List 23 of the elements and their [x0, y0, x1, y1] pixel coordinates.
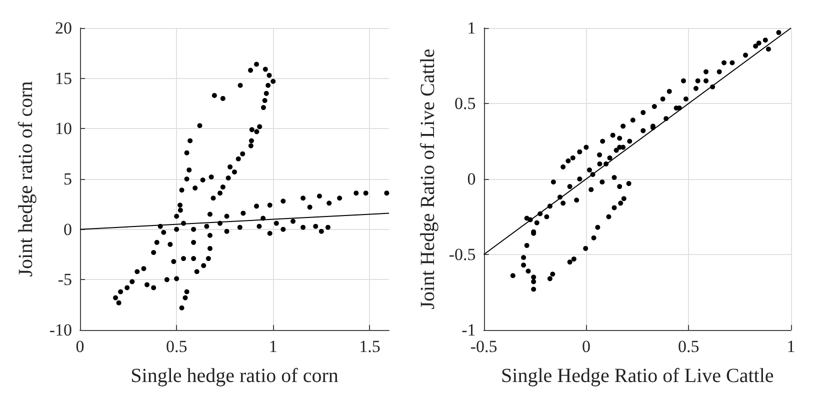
x-tick-label: 0 — [76, 337, 84, 356]
y-tick-label: 15 — [55, 68, 72, 88]
y-axis-title: Joint Hedge Ratio of Live Cattle — [417, 48, 439, 310]
y-tick-label: 5 — [64, 170, 72, 188]
x-tick-label: 1 — [786, 337, 796, 356]
y-tick-label: -1 — [462, 320, 476, 340]
y-axis-title: Joint hedge ratio of corn — [15, 81, 37, 277]
y-tick-label: -10 — [49, 320, 72, 340]
y-tick-label: 10 — [55, 119, 72, 138]
x-tick-label: 1.5 — [359, 337, 380, 356]
x-tick-label: 1 — [268, 337, 278, 356]
x-axis-title: Single Hedge Ratio of Live Cattle — [501, 365, 774, 387]
y-tick-label: 0.5 — [454, 94, 476, 113]
y-tick-label: 20 — [55, 18, 72, 38]
y-tick-label: 0 — [467, 170, 476, 188]
y-tick-label: -5 — [58, 270, 72, 290]
x-tick-label: 0.5 — [678, 337, 700, 356]
x-tick-label: 0.5 — [166, 337, 188, 356]
x-axis-title: Single hedge ratio of corn — [130, 365, 338, 387]
y-tick-label: 1 — [467, 18, 476, 38]
y-tick-label: -0.5 — [448, 245, 476, 264]
y-tick-label: 0 — [64, 220, 72, 239]
x-tick-label: 0 — [582, 337, 590, 356]
